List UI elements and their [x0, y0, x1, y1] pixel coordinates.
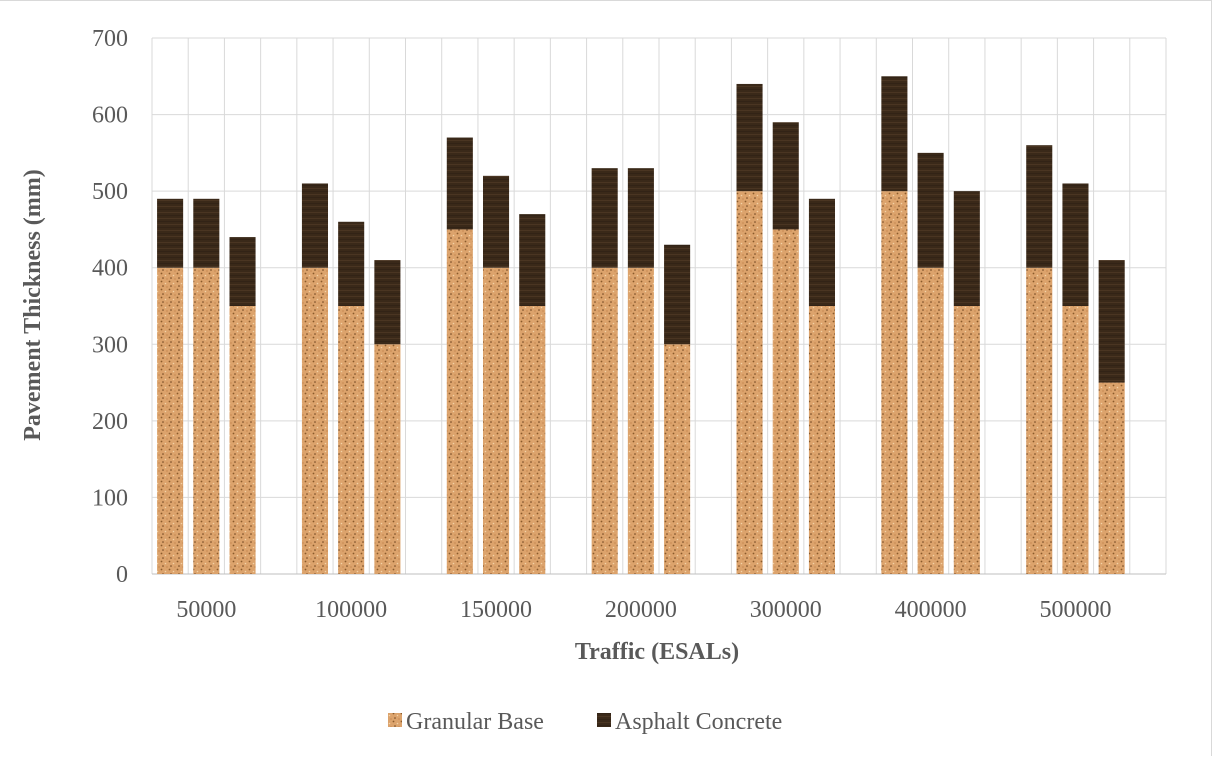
x-tick-label: 400000 [895, 597, 967, 623]
legend: Granular Base Asphalt Concrete [388, 709, 782, 735]
bar-segment-asphalt-concrete [664, 244, 691, 345]
bar-segment-asphalt-concrete [808, 198, 836, 306]
bar-segment-granular-base [338, 306, 365, 574]
bar-segment-granular-base [301, 267, 329, 574]
legend-label-granular-base: Granular Base [406, 709, 544, 735]
x-axis-tick-labels: 50000 100000 150000 200000 300000 400000 50000… [176, 597, 1111, 623]
y-axis-tick-labels: 0 100 200 300 400 500 600 700 [92, 26, 128, 588]
bar-segment-granular-base [482, 267, 510, 574]
bar-segment-asphalt-concrete [1062, 183, 1089, 306]
bar-segment-granular-base [953, 306, 980, 574]
y-tick-label: 500 [92, 179, 128, 205]
bar-segment-granular-base [772, 229, 799, 574]
bar-segment-asphalt-concrete [301, 183, 329, 268]
x-tick-label: 100000 [315, 597, 387, 623]
bar-segment-granular-base [1062, 306, 1089, 574]
bar-segment-granular-base [519, 306, 546, 574]
bar-segment-asphalt-concrete [881, 76, 908, 192]
bar-segment-granular-base [881, 191, 908, 574]
bar-segment-asphalt-concrete [193, 198, 220, 268]
x-tick-label: 50000 [176, 597, 236, 623]
bar-segment-asphalt-concrete [1098, 260, 1125, 383]
legend-swatch-asphalt-concrete [597, 713, 611, 727]
y-axis-title: Pavement Thickness (mm) [20, 169, 46, 441]
bar-segment-asphalt-concrete [446, 137, 473, 230]
bar-segment-asphalt-concrete [736, 83, 763, 192]
bar-segment-granular-base [591, 267, 618, 574]
bar-segment-granular-base [1026, 267, 1053, 574]
bar-segment-asphalt-concrete [953, 191, 980, 306]
bar-segment-granular-base [808, 306, 836, 574]
x-tick-label: 500000 [1039, 597, 1111, 623]
bar-segment-granular-base [157, 267, 184, 574]
y-tick-label: 400 [92, 256, 128, 282]
bar-segment-granular-base [664, 344, 691, 574]
x-tick-label: 200000 [605, 597, 677, 623]
y-tick-label: 300 [92, 332, 128, 358]
y-tick-label: 200 [92, 409, 128, 435]
bar-segment-asphalt-concrete [627, 168, 654, 268]
bar-segment-asphalt-concrete [1026, 145, 1053, 268]
legend-swatch-granular-base [388, 713, 402, 727]
bar-segment-granular-base [627, 267, 654, 574]
x-tick-label: 150000 [460, 597, 532, 623]
bar-segment-granular-base [446, 229, 473, 574]
bar-segment-asphalt-concrete [482, 175, 510, 268]
legend-label-asphalt-concrete: Asphalt Concrete [615, 709, 782, 735]
y-tick-label: 0 [116, 562, 128, 588]
bar-segment-asphalt-concrete [157, 198, 184, 268]
bar-segment-asphalt-concrete [519, 214, 546, 306]
x-axis-title: Traffic (ESALs) [575, 639, 739, 665]
x-tick-label: 300000 [750, 597, 822, 623]
bar-segment-asphalt-concrete [374, 260, 401, 345]
bar-segment-granular-base [736, 191, 763, 574]
bar-segment-granular-base [229, 306, 256, 574]
bar-segment-asphalt-concrete [772, 122, 799, 230]
y-tick-label: 700 [92, 26, 128, 52]
bar-segment-asphalt-concrete [917, 152, 944, 268]
bars [157, 76, 1125, 574]
bar-segment-asphalt-concrete [591, 168, 618, 268]
bar-segment-granular-base [374, 344, 401, 574]
bar-segment-granular-base [917, 267, 944, 574]
bar-segment-granular-base [1098, 382, 1125, 574]
bar-segment-granular-base [193, 267, 220, 574]
y-tick-label: 100 [92, 485, 128, 511]
y-tick-label: 600 [92, 103, 128, 129]
bar-segment-asphalt-concrete [229, 237, 256, 306]
bar-segment-asphalt-concrete [338, 221, 365, 306]
